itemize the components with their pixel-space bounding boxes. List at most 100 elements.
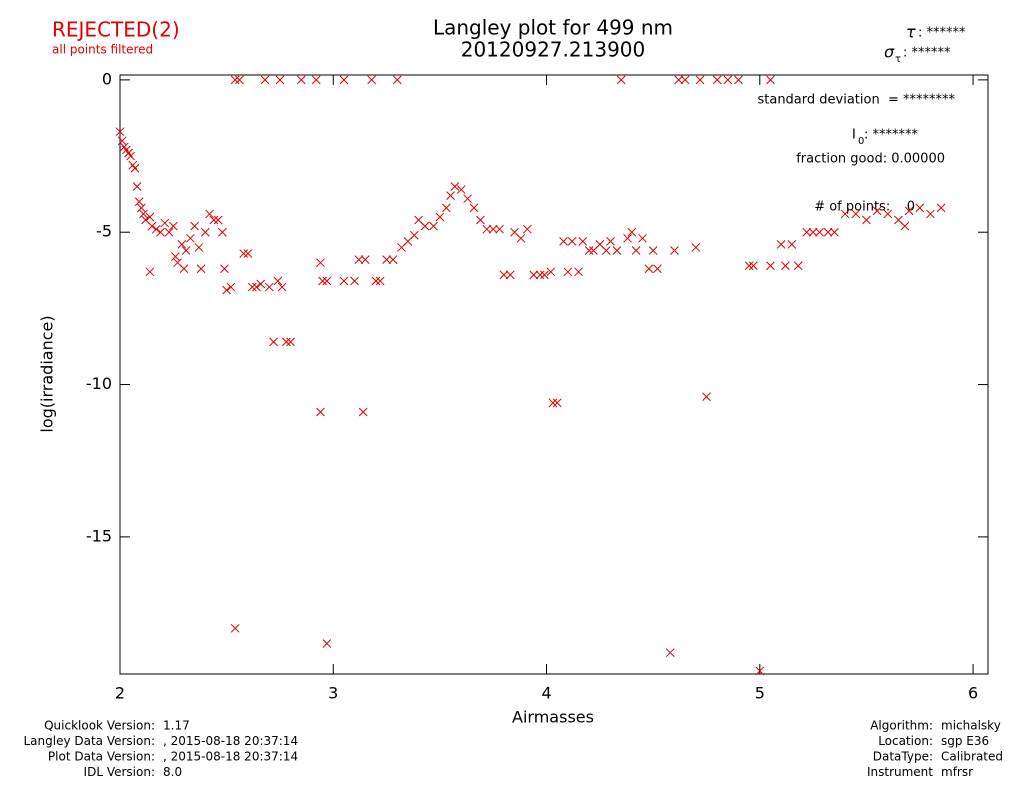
point (316, 407, 325, 417)
point (220, 264, 229, 274)
point (648, 246, 658, 255)
tau-value: : ****** (918, 26, 966, 41)
y-tick-label: 0 (102, 69, 112, 88)
point (623, 233, 632, 243)
point (429, 221, 438, 231)
point (781, 261, 790, 271)
point (516, 233, 526, 243)
point (286, 337, 295, 347)
point (755, 666, 765, 676)
point (275, 75, 285, 85)
point (644, 264, 654, 274)
point (260, 75, 270, 85)
point (358, 407, 368, 417)
status: REJECTED(2) (52, 18, 180, 42)
point (578, 237, 588, 246)
point (567, 237, 577, 246)
footer-value: , 2015-08-18 20:37:14 (163, 734, 298, 748)
point (269, 337, 278, 347)
point (339, 276, 349, 286)
point (117, 136, 127, 146)
point (830, 227, 839, 237)
point (535, 270, 545, 280)
point (482, 224, 492, 234)
point (529, 270, 539, 280)
point (190, 221, 199, 231)
point (281, 337, 291, 347)
i0-value: : ******* (864, 128, 919, 143)
point (156, 227, 165, 237)
point (766, 75, 775, 85)
point (823, 227, 833, 237)
point (145, 267, 155, 277)
point (584, 246, 594, 255)
point (680, 75, 690, 85)
point (627, 227, 637, 237)
point (132, 182, 142, 191)
point (808, 227, 818, 237)
point (674, 75, 684, 85)
point (851, 209, 861, 219)
point (409, 230, 419, 240)
point (702, 392, 711, 402)
point (200, 227, 210, 237)
point (766, 261, 775, 271)
point (213, 215, 223, 225)
point (734, 75, 743, 85)
point (612, 246, 622, 255)
point (559, 237, 568, 246)
footer: Quicklook Version: 1.17 Langley Data Versi… (23, 719, 1003, 780)
point (435, 212, 445, 222)
point (488, 224, 498, 234)
point (802, 227, 812, 237)
point (367, 75, 377, 85)
point (495, 224, 504, 234)
sigma-value: : ****** (903, 46, 951, 61)
point (815, 227, 824, 237)
point (375, 276, 385, 286)
point (256, 279, 266, 289)
y-tick-label: -15 (86, 526, 112, 545)
x-tick-label: 2 (115, 684, 125, 703)
point (653, 264, 662, 274)
footer-value: mfrsr (941, 765, 973, 779)
point (522, 224, 532, 234)
point (322, 639, 332, 648)
points-count: # of points: 0 (814, 200, 915, 215)
point (712, 75, 722, 85)
point (670, 246, 679, 255)
point (115, 127, 125, 137)
point (147, 221, 157, 231)
point (235, 75, 244, 85)
point (563, 267, 573, 277)
point (446, 191, 455, 201)
chart-subtitle: 20120927.213900 (461, 38, 646, 62)
point (181, 246, 191, 255)
point (134, 197, 144, 207)
footer-label: Plot Data Version: (48, 750, 155, 764)
x-tick-label: 5 (755, 684, 765, 703)
point (296, 75, 306, 85)
point (371, 276, 381, 286)
y-tick-label: -5 (96, 222, 112, 241)
plot-frame (119, 74, 989, 675)
point (277, 282, 287, 292)
point (247, 282, 257, 292)
footer-label: Algorithm: (870, 719, 933, 733)
point (130, 163, 140, 173)
point (862, 215, 871, 225)
point (601, 246, 611, 255)
point (354, 255, 364, 264)
footer-label: Location: (878, 734, 933, 748)
point (548, 398, 558, 408)
point (171, 252, 180, 261)
point (616, 75, 626, 85)
point (420, 221, 430, 231)
x-axis-label: Airmasses (512, 708, 594, 727)
footer-label: Instrument (867, 765, 933, 779)
point (392, 75, 402, 85)
point (239, 249, 249, 258)
footer-value: sgp E36 (941, 734, 989, 748)
point (793, 261, 803, 271)
